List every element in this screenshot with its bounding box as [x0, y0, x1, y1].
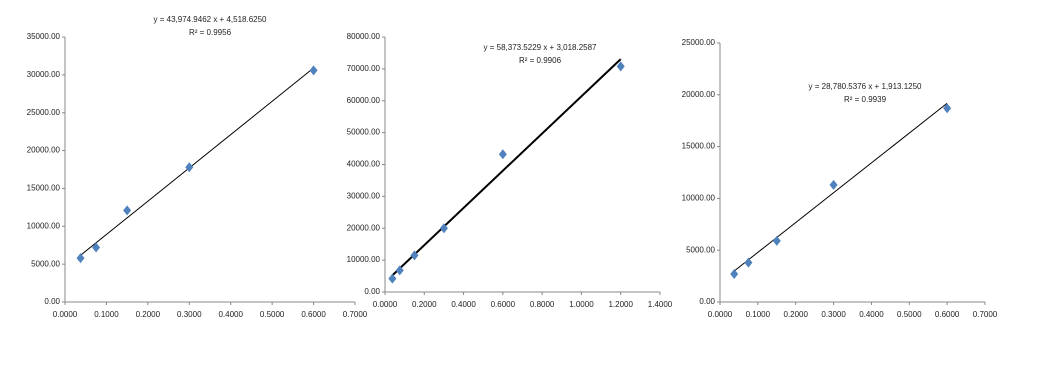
data-point [410, 250, 419, 261]
x-tick-label: 0.1000 [94, 310, 119, 319]
y-tick-label: 20000.00 [682, 90, 716, 99]
y-tick-label: 5000.00 [686, 245, 715, 254]
trendline [733, 102, 948, 272]
data-point [395, 265, 404, 276]
data-point [388, 273, 397, 284]
data-point [772, 235, 781, 246]
data-point [123, 205, 132, 216]
x-tick-label: 0.0000 [373, 300, 398, 309]
y-tick-label: 10000.00 [347, 255, 381, 264]
x-tick-label: 0.7000 [973, 310, 998, 319]
x-tick-label: 0.4000 [859, 310, 884, 319]
data-point [439, 223, 448, 234]
x-tick-label: 0.2000 [412, 300, 437, 309]
data-point [730, 269, 739, 280]
x-tick-label: 0.6000 [301, 310, 326, 319]
y-tick-label: 35000.00 [27, 32, 61, 41]
x-tick-label: 1.2000 [608, 300, 633, 309]
x-tick-label: 0.5000 [260, 310, 285, 319]
data-point [829, 179, 838, 190]
data-point [498, 149, 507, 160]
x-tick-label: 0.6000 [935, 310, 960, 319]
y-tick-label: 0.00 [44, 297, 60, 306]
x-tick-label: 0.2000 [783, 310, 808, 319]
x-tick-label: 0.8000 [530, 300, 555, 309]
y-tick-label: 40000.00 [347, 160, 381, 169]
x-tick-label: 0.3000 [177, 310, 202, 319]
data-point [744, 257, 753, 268]
x-tick-label: 1.4000 [648, 300, 673, 309]
data-point [92, 242, 101, 253]
data-point [943, 103, 952, 114]
data-point [309, 65, 318, 76]
x-tick-label: 0.5000 [897, 310, 922, 319]
r-squared: R² = 0.9939 [844, 95, 887, 104]
trendline [391, 58, 622, 277]
x-tick-label: 0.0000 [53, 310, 78, 319]
x-tick-label: 0.6000 [491, 300, 516, 309]
x-tick-label: 0.4000 [451, 300, 476, 309]
r-squared: R² = 0.9956 [189, 28, 232, 37]
trend-equation: y = 43,974.9462 x + 4,518.6250 [154, 15, 268, 24]
r-squared: R² = 0.9906 [519, 56, 562, 65]
y-tick-label: 25000.00 [682, 38, 716, 47]
y-tick-label: 50000.00 [347, 128, 381, 137]
x-tick-label: 0.7000 [343, 310, 368, 319]
y-tick-label: 20000.00 [27, 146, 61, 155]
trendline [80, 67, 314, 256]
data-point [76, 253, 85, 264]
x-tick-label: 0.0000 [708, 310, 733, 319]
y-tick-label: 30000.00 [27, 70, 61, 79]
y-tick-label: 80000.00 [347, 32, 381, 41]
y-tick-label: 70000.00 [347, 64, 381, 73]
y-tick-label: 0.00 [364, 287, 380, 296]
y-tick-label: 15000.00 [27, 184, 61, 193]
y-tick-label: 5000.00 [31, 259, 60, 268]
data-point [616, 61, 625, 72]
x-tick-label: 0.1000 [746, 310, 771, 319]
y-tick-label: 0.00 [699, 297, 715, 306]
y-tick-label: 60000.00 [347, 96, 381, 105]
trend-equation: y = 28,780.5376 x + 1,913.1250 [809, 82, 923, 91]
y-tick-label: 10000.00 [27, 221, 61, 230]
data-point [185, 162, 194, 173]
trend-equation: y = 58,373.5229 x + 3,018.2587 [484, 43, 598, 52]
x-tick-label: 0.3000 [821, 310, 846, 319]
x-tick-label: 1.0000 [569, 300, 594, 309]
y-tick-label: 10000.00 [682, 194, 716, 203]
x-tick-label: 0.4000 [218, 310, 243, 319]
y-tick-label: 25000.00 [27, 108, 61, 117]
x-tick-label: 0.2000 [136, 310, 161, 319]
y-tick-label: 20000.00 [347, 223, 381, 232]
y-tick-label: 15000.00 [682, 142, 716, 151]
y-tick-label: 30000.00 [347, 191, 381, 200]
